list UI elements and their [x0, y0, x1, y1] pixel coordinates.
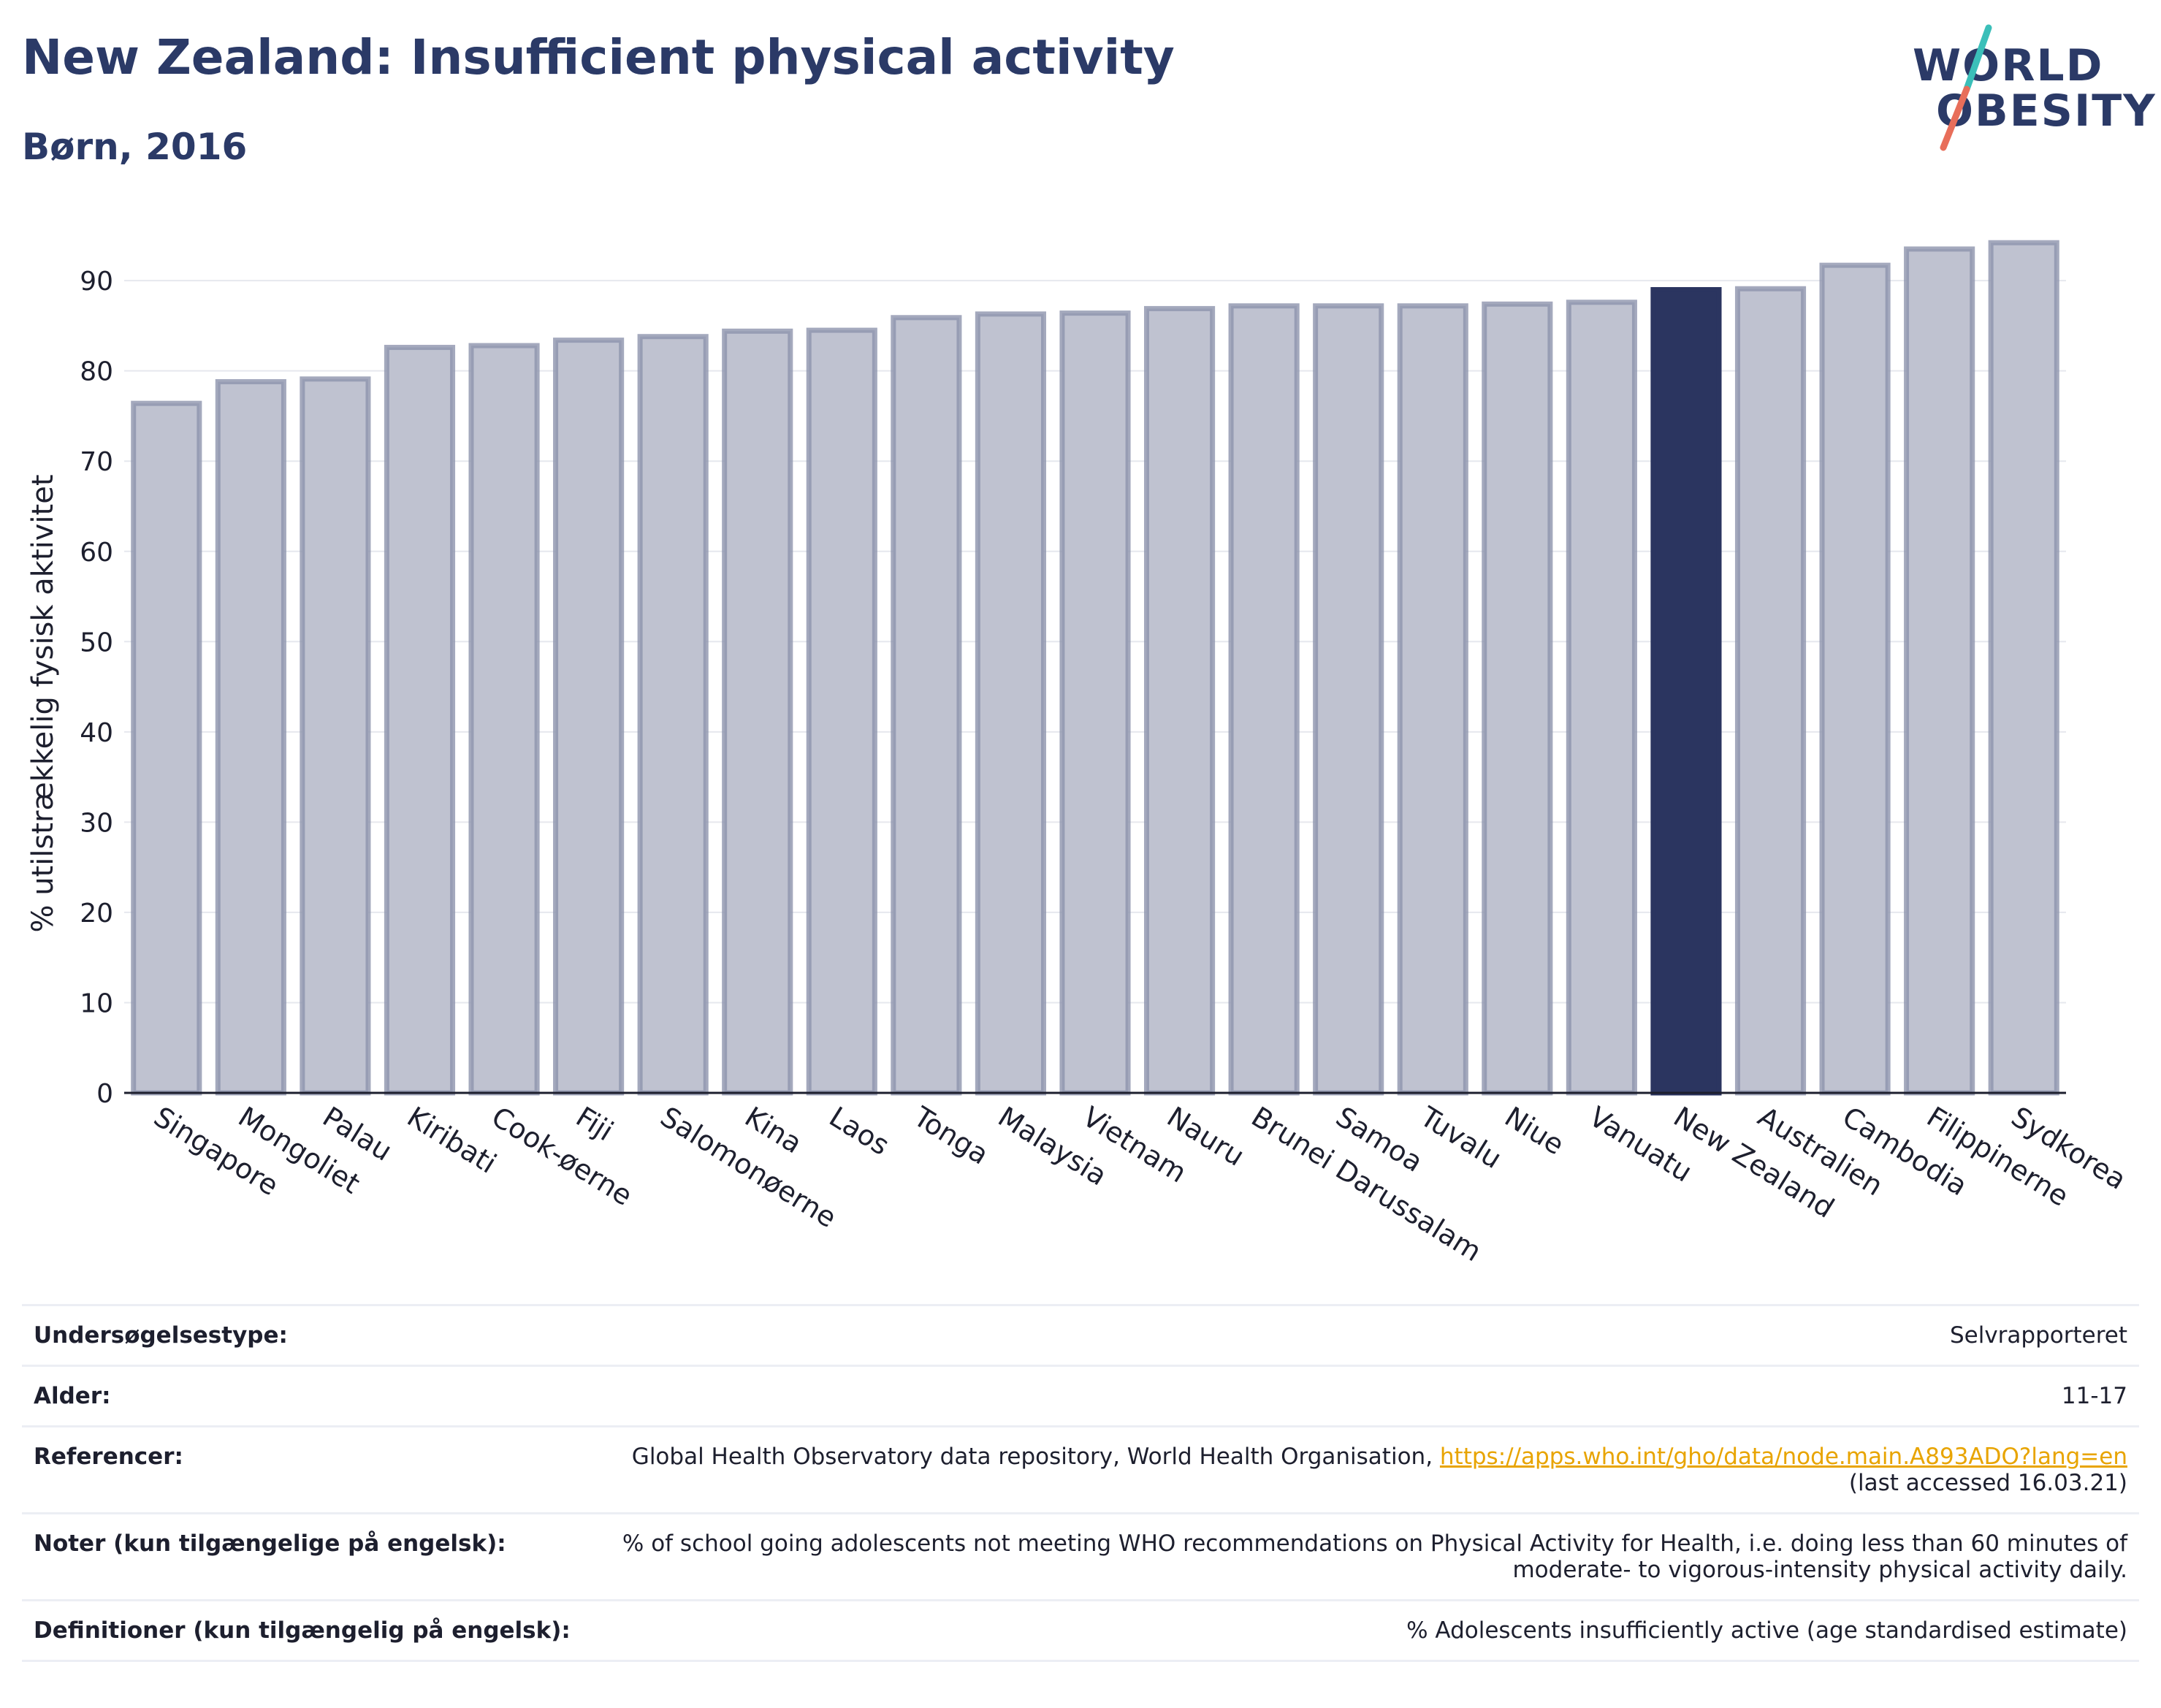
notes-line-2: moderate- to vigorous-intensity physical…: [1512, 1557, 2127, 1583]
x-tick-label: Fiji: [571, 1100, 619, 1147]
bar: [384, 345, 456, 1096]
bar: [637, 334, 709, 1096]
survey-type-label: Undersøgelsestype:: [22, 1304, 601, 1367]
references-link[interactable]: https://apps.who.int/gho/data/node.main.…: [1439, 1444, 2127, 1470]
info-row-definitions: Definitioner (kun tilgængelig på engelsk…: [22, 1600, 2139, 1662]
info-row-references: Referencer: Global Health Observatory da…: [22, 1426, 2139, 1514]
survey-type-value: Selvrapporteret: [601, 1304, 2139, 1367]
y-tick-label: 40: [80, 718, 113, 748]
y-tick-label: 30: [80, 808, 113, 838]
bar: [1313, 303, 1384, 1096]
bar: [1397, 303, 1468, 1096]
bar: [215, 378, 286, 1096]
bars: [131, 240, 2059, 1096]
x-tick-label: Niue: [1499, 1100, 1570, 1161]
y-tick-label: 70: [80, 447, 113, 477]
bar: [806, 327, 877, 1096]
notes-label: Noter (kun tilgængelige på engelsk):: [22, 1513, 601, 1601]
y-tick-label: 20: [80, 899, 113, 929]
chart-title: New Zealand: Insufficient physical activ…: [22, 29, 1175, 85]
bar: [553, 338, 625, 1096]
notes-value: % of school going adolescents not meetin…: [601, 1513, 2139, 1601]
info-table: Undersøgelsestype: Selvrapporteret Alder…: [22, 1304, 2139, 1662]
bar-highlighted: [1650, 286, 1722, 1096]
y-tick-label: 50: [80, 628, 113, 657]
age-label: Alder:: [22, 1365, 601, 1427]
bar: [722, 328, 793, 1096]
x-tick-label: Laos: [824, 1100, 896, 1162]
notes-line-1: % of school going adolescents not meetin…: [622, 1530, 2127, 1557]
info-row-notes: Noter (kun tilgængelige på engelsk): % o…: [22, 1513, 2139, 1601]
bar: [891, 315, 962, 1096]
x-tick-label: Tuvalu: [1414, 1100, 1508, 1175]
x-tick-label: Tonga: [907, 1100, 994, 1171]
references-text: Global Health Observatory data repositor…: [631, 1444, 1440, 1470]
info-row-age: Alder: 11-17: [22, 1365, 2139, 1427]
logo-line-obesity: OBESITY: [1936, 85, 2157, 137]
definitions-label: Definitioner (kun tilgængelig på engelsk…: [22, 1600, 601, 1662]
bar: [1482, 301, 1553, 1096]
bar: [1228, 303, 1300, 1096]
y-tick-label: 90: [80, 267, 113, 297]
bar: [975, 311, 1047, 1096]
bar: [1904, 246, 1975, 1096]
y-axis-ticks: 0 10 20 30 40 50 60 70 80 90: [80, 267, 113, 1109]
bar: [131, 400, 202, 1096]
definitions-value: % Adolescents insufficiently active (age…: [601, 1600, 2139, 1662]
bar: [1988, 240, 2059, 1096]
chart-subtitle: Børn, 2016: [22, 126, 248, 168]
y-tick-label: 60: [80, 538, 113, 568]
y-tick-label: 10: [80, 988, 113, 1018]
y-tick-label: 80: [80, 357, 113, 387]
references-label: Referencer:: [22, 1426, 601, 1514]
bar: [468, 343, 540, 1096]
y-axis-label: % utilstrækkelig fysisk aktivitet: [26, 474, 60, 932]
bar: [1059, 310, 1131, 1096]
x-tick-label: Kiribati: [402, 1100, 502, 1180]
references-accessed: (last accessed 16.03.21): [1848, 1470, 2127, 1496]
logo-line-world: WORLD: [1913, 40, 2104, 91]
y-tick-label: 0: [96, 1079, 113, 1109]
bar: [1819, 262, 1891, 1096]
bar-chart: 0 10 20 30 40 50 60 70 80 90 SingaporeMongolietPa…: [26, 240, 2132, 1268]
world-obesity-logo: WORLD OBESITY: [1907, 22, 2155, 153]
bar: [1143, 305, 1216, 1096]
logo-slash-icon: [1940, 24, 1992, 151]
references-value: Global Health Observatory data repositor…: [601, 1426, 2139, 1514]
bar: [1566, 300, 1637, 1096]
info-row-survey-type: Undersøgelsestype: Selvrapporteret: [22, 1304, 2139, 1367]
bar: [300, 376, 371, 1096]
bar: [1734, 286, 1807, 1096]
age-value: 11-17: [601, 1365, 2139, 1427]
